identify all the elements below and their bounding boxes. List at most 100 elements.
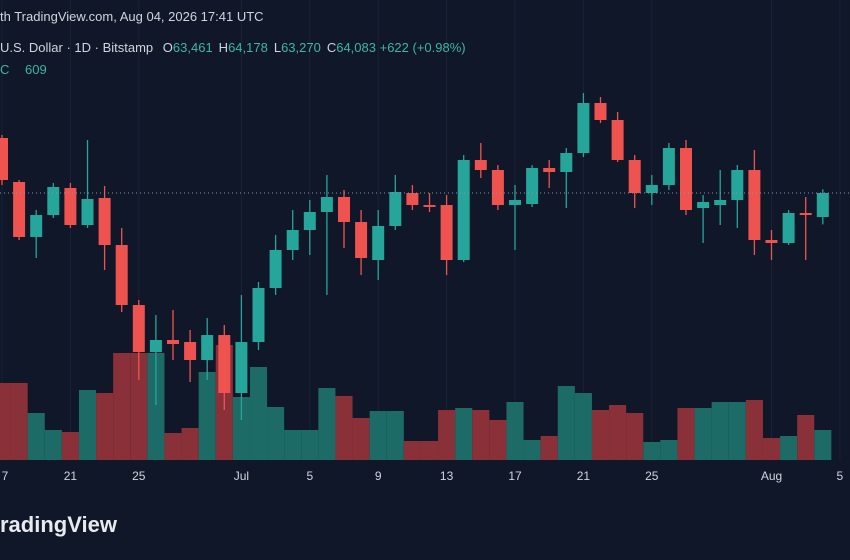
candle-body — [491, 170, 504, 206]
candle-body — [714, 200, 727, 206]
x-tick-label: Jul — [234, 469, 249, 483]
volume-bar — [814, 430, 832, 460]
volume-bar — [284, 430, 302, 460]
candle-body — [303, 212, 316, 230]
x-tick-label: Aug — [761, 469, 782, 483]
volume-bar — [626, 413, 644, 460]
volume-bar — [403, 441, 421, 460]
ohlc-label: C — [326, 40, 337, 55]
candle-body — [662, 147, 675, 186]
candle-body — [269, 250, 282, 288]
change: +622 (+0.98%) — [379, 40, 466, 55]
candle-body — [680, 147, 692, 210]
x-tick-label: 13 — [440, 469, 454, 483]
candle-body — [64, 187, 77, 226]
candle-body — [252, 287, 265, 343]
ohlc-value: 63,270 — [281, 40, 321, 55]
symbol: U.S. Dollar · 1D · Bitstamp — [0, 40, 154, 55]
candle-body — [577, 103, 590, 154]
volume-bar — [267, 407, 285, 460]
candle-body — [389, 192, 402, 226]
candle-body — [338, 196, 350, 223]
volume-bar — [318, 388, 336, 460]
indicator-label: C — [0, 62, 10, 77]
candle-body — [372, 225, 385, 260]
candle-body — [457, 160, 470, 260]
volume-bar — [694, 408, 712, 460]
volume-bar — [728, 402, 746, 460]
candle-body — [816, 193, 829, 218]
x-tick-label: 5 — [837, 469, 844, 483]
ohlc: O63,461 H64,178 L63,270 C64,083 — [157, 40, 376, 55]
volume-bar — [643, 442, 661, 460]
volume-bar — [762, 438, 781, 460]
x-tick-label: 9 — [375, 469, 382, 483]
candle-body — [697, 202, 710, 208]
candle-body — [406, 193, 419, 206]
volume-bar — [523, 440, 541, 460]
candle-body — [782, 213, 795, 244]
volume-bar — [0, 383, 11, 460]
volume-bar — [472, 410, 490, 460]
candle-body — [149, 340, 162, 353]
volume-bar — [113, 353, 131, 460]
candle-body — [594, 103, 607, 120]
volume-bar — [780, 436, 798, 460]
volume-bar — [352, 418, 370, 460]
x-tick-label: 17 — [508, 469, 522, 483]
published-line: th TradingView.com, Aug 04, 2026 17:41 U… — [0, 9, 264, 24]
volume-bar — [164, 433, 182, 460]
candle-body — [731, 170, 744, 200]
ohlc-label: O — [162, 40, 173, 55]
volume-bar — [181, 428, 199, 460]
candle-body — [286, 230, 299, 250]
volume-bar — [420, 441, 439, 460]
volume-bar — [506, 402, 524, 460]
candle-body — [509, 200, 521, 206]
candle-body — [611, 120, 624, 160]
volume-bar — [44, 430, 62, 460]
ohlc-value: 63,461 — [172, 40, 213, 55]
logo: radingView — [0, 512, 117, 537]
candle-body — [30, 215, 43, 237]
volume-bar — [489, 420, 507, 460]
indicator-value: 609 — [25, 62, 47, 77]
volume-bar — [797, 415, 815, 460]
volume-bar — [557, 386, 575, 460]
volume-bar — [609, 405, 627, 460]
candle-body — [560, 153, 573, 173]
candle-body — [218, 335, 231, 394]
volume-bar — [61, 432, 79, 460]
volume-bar — [574, 393, 592, 460]
volume-bar — [335, 396, 353, 460]
candle-body — [320, 196, 333, 213]
ohlc-value: 64,178 — [228, 40, 268, 55]
candle-body — [115, 245, 128, 306]
volume-bar — [455, 408, 473, 460]
candle-body — [645, 185, 658, 194]
volume-bar — [540, 436, 558, 460]
candle-body — [0, 137, 8, 180]
legend-line: U.S. Dollar · 1D · Bitstamp O63,461 H64,1… — [0, 40, 466, 55]
x-tick-label: 21 — [577, 469, 591, 483]
x-tick-label: 7 — [2, 469, 9, 483]
candle-body — [748, 170, 761, 240]
candle-body — [526, 167, 539, 205]
volume-bar — [232, 397, 250, 460]
candle-body — [765, 240, 778, 244]
volume-bar — [147, 353, 165, 460]
candle-body — [440, 205, 453, 260]
candle-body — [98, 197, 111, 246]
volume-bar — [198, 372, 216, 460]
x-tick-label: 25 — [645, 469, 659, 483]
candle-body — [543, 167, 556, 173]
candle-body — [184, 342, 197, 360]
volume-bar — [660, 440, 678, 460]
volume-bar — [745, 400, 763, 460]
candle-body — [474, 160, 487, 170]
volume-bar — [677, 408, 695, 460]
volume-bar — [591, 410, 610, 460]
volume-bar — [711, 402, 729, 460]
x-tick-label: 21 — [64, 469, 78, 483]
